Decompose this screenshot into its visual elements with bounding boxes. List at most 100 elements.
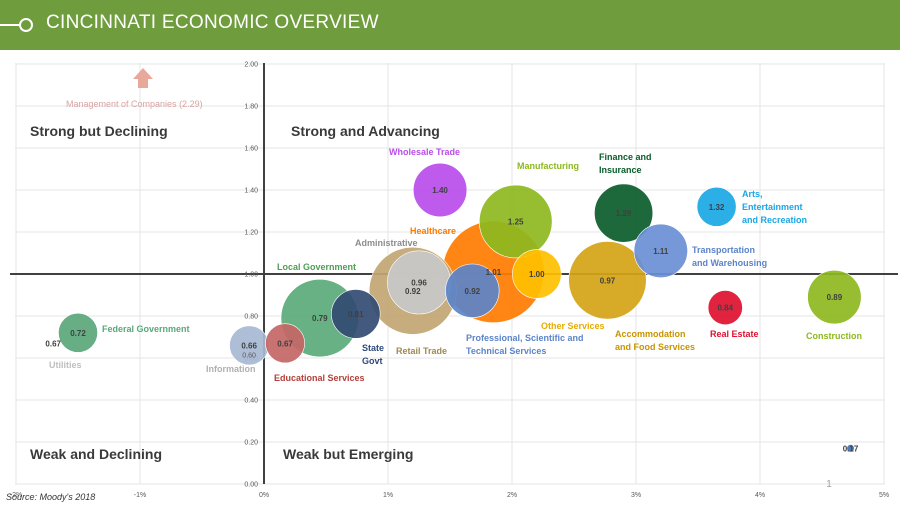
quadrant-label: Weak and Declining — [30, 446, 162, 462]
bubble-name-label: Finance and Insurance — [599, 152, 652, 175]
bubble-value-label: 0.67 — [277, 339, 293, 348]
bubble-name-label: Federal Government — [102, 324, 190, 334]
bubble-name-line: Information — [206, 364, 256, 374]
bubble-name-line: State — [362, 343, 384, 353]
bubble-value-label: 1.11 — [653, 247, 669, 256]
bubble-value-label: 1.25 — [508, 218, 524, 227]
bubble-value-label: 0.97 — [600, 276, 616, 285]
bubble — [696, 186, 737, 227]
y-tick-label: 0.40 — [244, 398, 258, 405]
bubble-name-line: Federal Government — [102, 324, 190, 334]
bubble-name-line: Utilities — [49, 360, 82, 370]
bubble-name-label: Information — [206, 364, 256, 374]
bubble-value-label: 0.67 — [45, 339, 61, 348]
bubble-extra-label: 0.60 — [242, 352, 256, 359]
y-tick-label: 0.20 — [244, 440, 258, 447]
x-tick-label: 5% — [879, 492, 889, 499]
bubble — [479, 184, 553, 259]
y-tick-label: 1.60 — [244, 146, 258, 153]
header-circle-icon — [19, 18, 33, 32]
bubble-name-line: and Food Services — [615, 342, 695, 352]
bubble-name-line: Wholesale Trade — [389, 147, 460, 157]
bubble-name-line: Professional, Scientific and — [466, 333, 584, 343]
bubble-name-line: Local Government — [277, 262, 356, 272]
bubble — [568, 241, 647, 320]
bubble-name-label: Professional, Scientific and Technical Se… — [466, 333, 584, 356]
source-note: Source: Moody's 2018 — [6, 492, 96, 502]
bubble-name-line: Insurance — [599, 165, 642, 175]
bubble — [445, 263, 500, 318]
bubble-value-label: 1.29 — [616, 209, 632, 218]
y-tick-label: 0.00 — [244, 482, 258, 489]
bubble-name-line: Manufacturing — [517, 161, 579, 171]
x-tick-label: 0% — [259, 492, 269, 499]
bubble-name-label: Manufacturing — [517, 161, 579, 171]
bubble-value-label: 0.79 — [312, 314, 328, 323]
offchart-label: Management of Companies (2.29) — [66, 99, 203, 109]
bubble — [412, 162, 468, 218]
x-tick-label: 2% — [507, 492, 517, 499]
y-tick-label: 2.00 — [244, 62, 258, 69]
x-tick-label: -1% — [134, 492, 146, 499]
bubble-name-line: Accommodation — [615, 329, 686, 339]
bubble-name-line: Arts, — [742, 189, 763, 199]
bubble-name-line: Govt — [362, 356, 383, 366]
bubble-name-label: Healthcare — [410, 226, 456, 236]
bubble-value-label: 0.72 — [70, 329, 86, 338]
bubble — [633, 223, 688, 278]
bubble-name-line: Transportation — [692, 245, 755, 255]
bubble — [807, 270, 862, 325]
quadrant-label: Strong and Advancing — [291, 123, 440, 139]
bubble — [265, 323, 305, 364]
bubble-name-line: Other Services — [541, 321, 605, 331]
bubble-value-label: 1.01 — [486, 268, 502, 277]
bubble-name-label: Wholesale Trade — [389, 147, 460, 157]
bubble-name-label: Accommodation and Food Services — [615, 329, 695, 352]
x-tick-label: 1% — [383, 492, 393, 499]
bubble-name-line: Retail Trade — [396, 346, 447, 356]
bubble-name-label: Administrative — [355, 238, 418, 248]
bubble-value-label: 0.92 — [405, 287, 421, 296]
bubble-value-label: 0.84 — [717, 304, 733, 313]
y-tick-label: 1.40 — [244, 188, 258, 195]
bubble-name-line: and Warehousing — [692, 258, 767, 268]
bubble-name-line: Real Estate — [710, 329, 759, 339]
bubble-name-line: Finance and — [599, 152, 652, 162]
header-bar: CINCINNATI ECONOMIC OVERVIEW — [0, 0, 900, 50]
bubble-value-label: 0.66 — [241, 341, 257, 350]
bubble-name-label: Retail Trade — [396, 346, 447, 356]
bubble-name-line: and Recreation — [742, 215, 807, 225]
bubble-name-label: Arts, Entertainment and Recreation — [742, 189, 807, 225]
bubble-name-label: Utilities — [49, 360, 82, 370]
header-line-decoration — [0, 24, 20, 26]
bubble-value-label: 0.89 — [827, 293, 843, 302]
bubble — [707, 290, 743, 326]
bubble — [594, 183, 654, 243]
bubble-name-label: Other Services — [541, 321, 605, 331]
bubble-value-label: 1.40 — [432, 186, 448, 195]
bubble-value-label: 1.00 — [529, 270, 545, 279]
bubble-name-line: Educational Services — [274, 373, 365, 383]
bubble-value-label: 0.81 — [348, 310, 364, 319]
bubble-name-line: Technical Services — [466, 346, 546, 356]
bubble-value-label: 0.17 — [843, 444, 859, 453]
quadrant-label: Weak but Emerging — [283, 446, 413, 462]
x-tick-label: 3% — [631, 492, 641, 499]
bubble-name-line: Construction — [806, 331, 862, 341]
x-tick-label: -2% — [10, 492, 22, 499]
bubble — [512, 249, 562, 299]
bubble — [331, 289, 381, 339]
bubble — [847, 444, 855, 452]
y-tick-label: 0.80 — [244, 314, 258, 321]
page-title: CINCINNATI ECONOMIC OVERVIEW — [46, 12, 379, 33]
x-tick-label: 4% — [755, 492, 765, 499]
bubble — [58, 312, 98, 353]
bubble-value-label: 1.32 — [709, 203, 725, 212]
bubble-name-label: Local Government — [277, 262, 356, 272]
bubble-name-label: Transportation and Warehousing — [692, 245, 767, 268]
bubble-name-label: State Govt — [362, 343, 384, 366]
y-tick-label: 1.20 — [244, 230, 258, 237]
y-tick-label: 1.80 — [244, 104, 258, 111]
quadrant-label: Strong but Declining — [30, 123, 168, 139]
